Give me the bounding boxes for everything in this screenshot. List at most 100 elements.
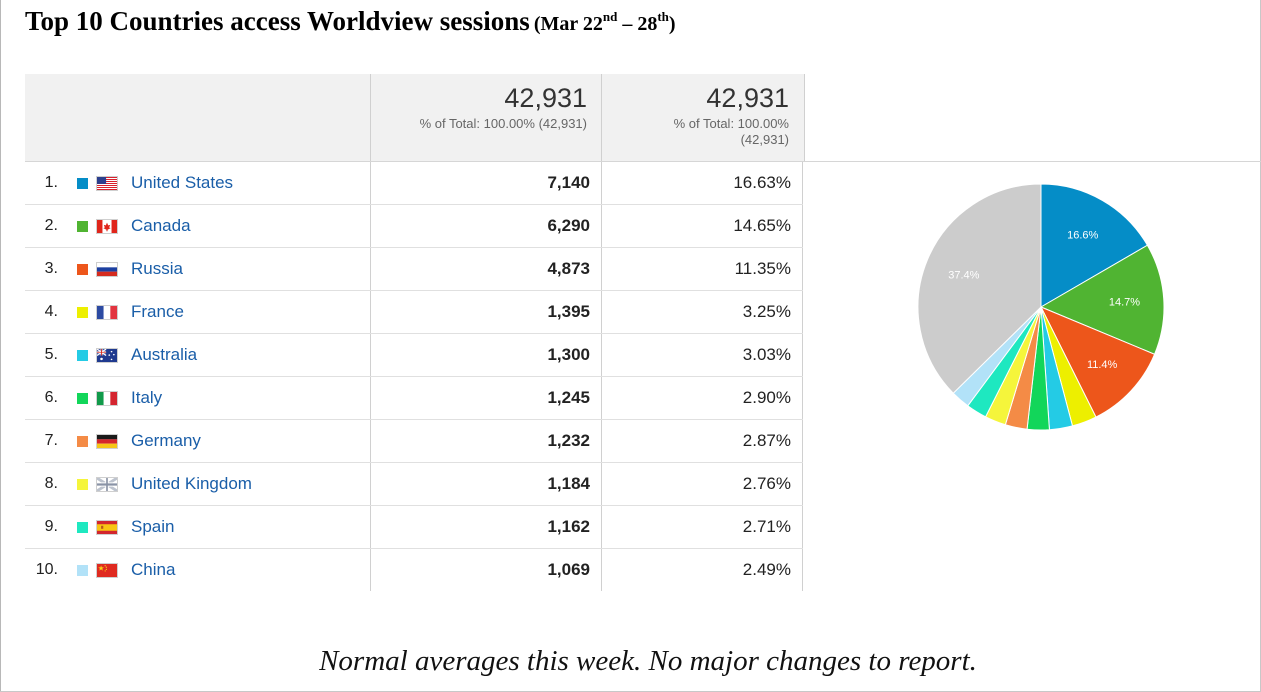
row-sessions-value: 1,162 <box>547 517 590 536</box>
row-sessions-value: 1,395 <box>547 302 590 321</box>
pie-slice-united-states[interactable] <box>1040 183 1149 308</box>
table-header-percent: 42,931 % of Total: 100.00% (42,931) <box>601 74 805 161</box>
row-percent-cell: 3.25% <box>601 291 803 333</box>
country-link[interactable]: China <box>131 560 176 579</box>
row-percent-value: 2.90% <box>742 388 791 407</box>
germany-flag-icon <box>96 434 118 449</box>
row-percent-value: 16.63% <box>733 173 791 192</box>
row-sessions-cell: 4,873 <box>370 248 601 290</box>
row-sessions-value: 6,290 <box>547 216 590 235</box>
row-color-swatch <box>77 436 88 447</box>
row-percent-value: 2.87% <box>742 431 791 450</box>
country-link[interactable]: Spain <box>131 517 175 536</box>
row-sessions-cell: 1,232 <box>370 420 601 462</box>
us-flag-icon <box>96 176 118 191</box>
row-color-swatch <box>77 522 88 533</box>
table-row: 3. Russia 4,873 11.35% <box>25 248 803 291</box>
table-row: 9. Spain 1,162 2.71% <box>25 506 803 549</box>
country-link[interactable]: Australia <box>131 345 198 364</box>
slide-border-left <box>0 0 1 692</box>
country-link[interactable]: Italy <box>131 388 163 407</box>
pie-slice-label: 14.7% <box>1109 297 1140 309</box>
pie-slice-label: 37.4% <box>948 270 979 282</box>
country-link[interactable]: Germany <box>131 431 201 450</box>
row-color-swatch <box>77 350 88 361</box>
row-sessions-cell: 7,140 <box>370 162 601 204</box>
row-sessions-cell: 1,069 <box>370 549 601 591</box>
row-sessions-cell: 1,162 <box>370 506 601 548</box>
row-sessions-value: 1,232 <box>547 431 590 450</box>
row-rank: 6. <box>44 389 58 406</box>
country-link[interactable]: France <box>131 302 184 321</box>
row-rank: 4. <box>44 303 58 320</box>
row-sessions-cell: 1,245 <box>370 377 601 419</box>
table-row: 8. United Kingdom 1,184 2.76% <box>25 463 803 506</box>
country-link[interactable]: Russia <box>131 259 183 278</box>
row-sessions-cell: 1,395 <box>370 291 601 333</box>
table-row: 4. France 1,395 3.25% <box>25 291 803 334</box>
row-rank: 10. <box>35 561 58 578</box>
row-rank: 8. <box>44 475 58 492</box>
row-color-swatch <box>77 264 88 275</box>
title-main: Top 10 Countries access Worldview sessio… <box>25 6 530 36</box>
row-color-swatch <box>77 393 88 404</box>
sessions-total-subtitle: % of Total: 100.00% (42,931) <box>419 116 587 131</box>
uk-flag-icon <box>96 477 118 492</box>
row-rank: 7. <box>44 432 58 449</box>
row-color-swatch <box>77 178 88 189</box>
pie-slice-label: 16.6% <box>1067 230 1098 242</box>
table-row: 2. Canada 6,290 14.65% <box>25 205 803 248</box>
row-percent-cell: 14.65% <box>601 205 803 247</box>
row-sessions-value: 1,300 <box>547 345 590 364</box>
header-divider <box>25 161 1261 162</box>
row-percent-value: 14.65% <box>733 216 791 235</box>
row-percent-value: 2.71% <box>742 517 791 536</box>
pie-slice-label: 11.4% <box>1087 359 1118 371</box>
row-sessions-cell: 1,184 <box>370 463 601 505</box>
row-rank: 3. <box>44 260 58 277</box>
row-percent-cell: 11.35% <box>601 248 803 290</box>
table-header-sessions: 42,931 % of Total: 100.00% (42,931) <box>370 74 602 161</box>
row-color-swatch <box>77 307 88 318</box>
row-percent-cell: 2.87% <box>601 420 803 462</box>
sessions-total: 42,931 <box>504 83 587 113</box>
table-row: 6. Italy 1,245 2.90% <box>25 377 803 420</box>
table-row: 1. United States 7,140 16.63% <box>25 162 803 205</box>
row-sessions-value: 1,069 <box>547 560 590 579</box>
row-color-swatch <box>77 479 88 490</box>
pie-slice-canada[interactable] <box>1039 244 1165 355</box>
country-link[interactable]: United States <box>131 173 234 192</box>
row-rank: 2. <box>44 217 58 234</box>
row-percent-value: 2.76% <box>742 474 791 493</box>
row-percent-cell: 2.49% <box>601 549 803 591</box>
row-rank: 1. <box>44 174 58 191</box>
row-color-swatch <box>77 565 88 576</box>
row-color-swatch <box>77 221 88 232</box>
table-header-label-cell <box>25 74 370 161</box>
table-row: 10. China 1,069 2.49% <box>25 549 803 591</box>
australia-flag-icon <box>96 348 118 363</box>
row-sessions-cell: 6,290 <box>370 205 601 247</box>
china-flag-icon <box>96 563 118 578</box>
table-row: 5. Australia 1,300 3.03% <box>25 334 803 377</box>
row-sessions-value: 7,140 <box>547 173 590 192</box>
sessions-pie-chart: 16.6% 14.7% 11.4% 37.4% <box>917 183 1165 431</box>
row-percent-cell: 2.71% <box>601 506 803 548</box>
row-percent-cell: 16.63% <box>601 162 803 204</box>
page-title: Top 10 Countries access Worldview sessio… <box>25 6 676 37</box>
country-link[interactable]: Canada <box>131 216 191 235</box>
pie-slice-other[interactable] <box>917 183 1042 394</box>
row-sessions-cell: 1,300 <box>370 334 601 376</box>
row-rank: 9. <box>44 518 58 535</box>
country-sessions-table: 42,931 % of Total: 100.00% (42,931) 42,9… <box>25 74 1261 591</box>
spain-flag-icon <box>96 520 118 535</box>
percent-total: 42,931 <box>706 83 789 113</box>
country-link[interactable]: United Kingdom <box>131 474 252 493</box>
table-body: 1. United States 7,140 16.63% 2. Canada 6,290 1… <box>25 162 803 591</box>
row-rank: 5. <box>44 346 58 363</box>
pie-slice-russia[interactable] <box>1039 306 1156 418</box>
row-sessions-value: 1,184 <box>547 474 590 493</box>
row-percent-cell: 3.03% <box>601 334 803 376</box>
italy-flag-icon <box>96 391 118 406</box>
canada-flag-icon <box>96 219 118 234</box>
